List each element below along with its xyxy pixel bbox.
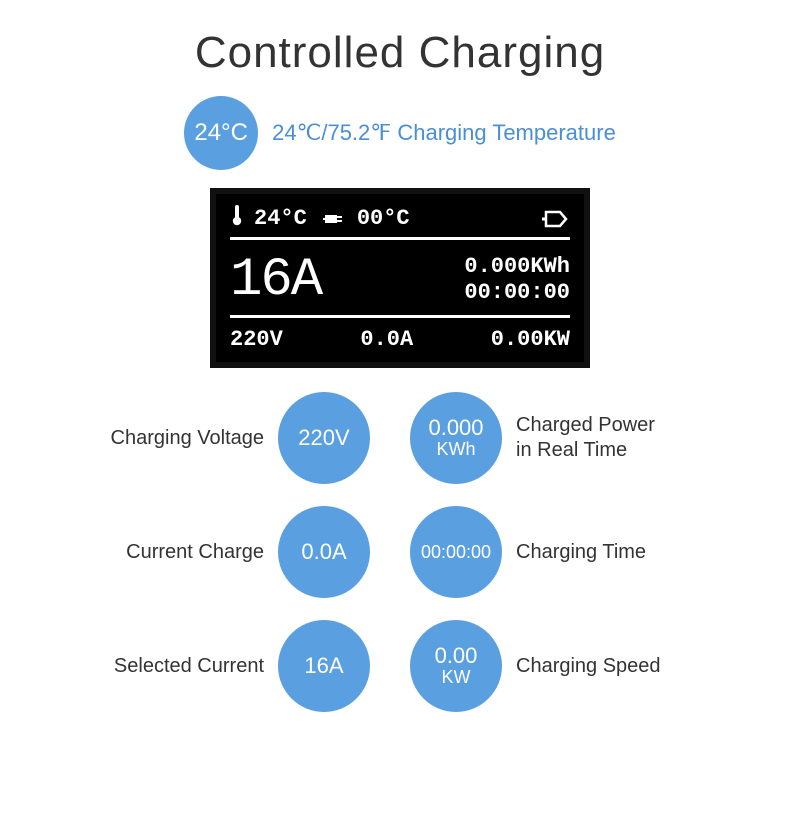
metric-charging-speed-badge: 0.00 KW bbox=[410, 620, 502, 712]
lcd-temp2: 00°C bbox=[357, 206, 410, 231]
metric-charging-speed-label: Charging Speed bbox=[516, 654, 661, 679]
metric-voltage-label: Charging Voltage bbox=[111, 426, 264, 451]
temperature-badge: 24°C bbox=[184, 96, 258, 170]
plug-icon bbox=[323, 210, 347, 228]
metric-selected-current: Selected Current 16A bbox=[40, 620, 400, 712]
lcd-current: 0.0A bbox=[360, 327, 413, 352]
metric-charging-time-value: 00:00:00 bbox=[421, 542, 491, 563]
lcd-time: 00:00:00 bbox=[464, 280, 570, 306]
metric-current-charge-badge: 0.0A bbox=[278, 506, 370, 598]
metric-voltage-value: 220V bbox=[298, 426, 349, 450]
metric-charging-time-label: Charging Time bbox=[516, 540, 646, 565]
metric-selected-current-badge: 16A bbox=[278, 620, 370, 712]
temperature-row: 24°C 24℃/75.2℉ Charging Temperature bbox=[0, 96, 800, 170]
temperature-detail: 24℃/75.2℉ Charging Temperature bbox=[272, 120, 616, 146]
metric-current-charge-label: Current Charge bbox=[126, 540, 264, 565]
lcd-kwh: 0.000KWh bbox=[464, 254, 570, 280]
lcd-temp1: 24°C bbox=[254, 206, 307, 231]
lcd-mid-row: 16A 0.000KWh 00:00:00 bbox=[230, 248, 570, 318]
metric-selected-current-label: Selected Current bbox=[114, 654, 264, 679]
thermometer-icon bbox=[230, 204, 244, 233]
temperature-badge-value: 24°C bbox=[194, 121, 248, 145]
metric-voltage-badge: 220V bbox=[278, 392, 370, 484]
metric-charged-power-label: Charged Power in Real Time bbox=[516, 413, 655, 463]
metric-charged-power-badge: 0.000 KWh bbox=[410, 392, 502, 484]
outlet-icon bbox=[542, 209, 570, 229]
metric-charged-power: 0.000 KWh Charged Power in Real Time bbox=[400, 392, 760, 484]
lcd-top-row: 24°C 00°C bbox=[230, 204, 570, 240]
metric-charging-speed: 0.00 KW Charging Speed bbox=[400, 620, 760, 712]
metric-charged-power-value: 0.000 bbox=[428, 416, 483, 440]
lcd-power: 0.00KW bbox=[491, 327, 570, 352]
page-title: Controlled Charging bbox=[0, 28, 800, 78]
metric-charging-time: 00:00:00 Charging Time bbox=[400, 506, 760, 598]
metric-current-charge: Current Charge 0.0A bbox=[40, 506, 400, 598]
metric-charging-time-badge: 00:00:00 bbox=[410, 506, 502, 598]
metrics-grid: Charging Voltage 220V 0.000 KWh Charged … bbox=[0, 392, 800, 712]
metric-voltage: Charging Voltage 220V bbox=[40, 392, 400, 484]
lcd-display: 24°C 00°C 16A 0.000KWh 00:00:00 220V 0.0… bbox=[210, 188, 590, 368]
metric-charging-speed-unit: KW bbox=[442, 668, 471, 688]
metric-charged-power-unit: KWh bbox=[436, 440, 475, 460]
metric-selected-current-value: 16A bbox=[304, 654, 343, 678]
lcd-bottom-row: 220V 0.0A 0.00KW bbox=[230, 325, 570, 352]
lcd-amp: 16A bbox=[230, 250, 321, 311]
lcd-volt: 220V bbox=[230, 327, 283, 352]
metric-current-charge-value: 0.0A bbox=[301, 540, 346, 564]
metric-charging-speed-value: 0.00 bbox=[435, 644, 478, 668]
